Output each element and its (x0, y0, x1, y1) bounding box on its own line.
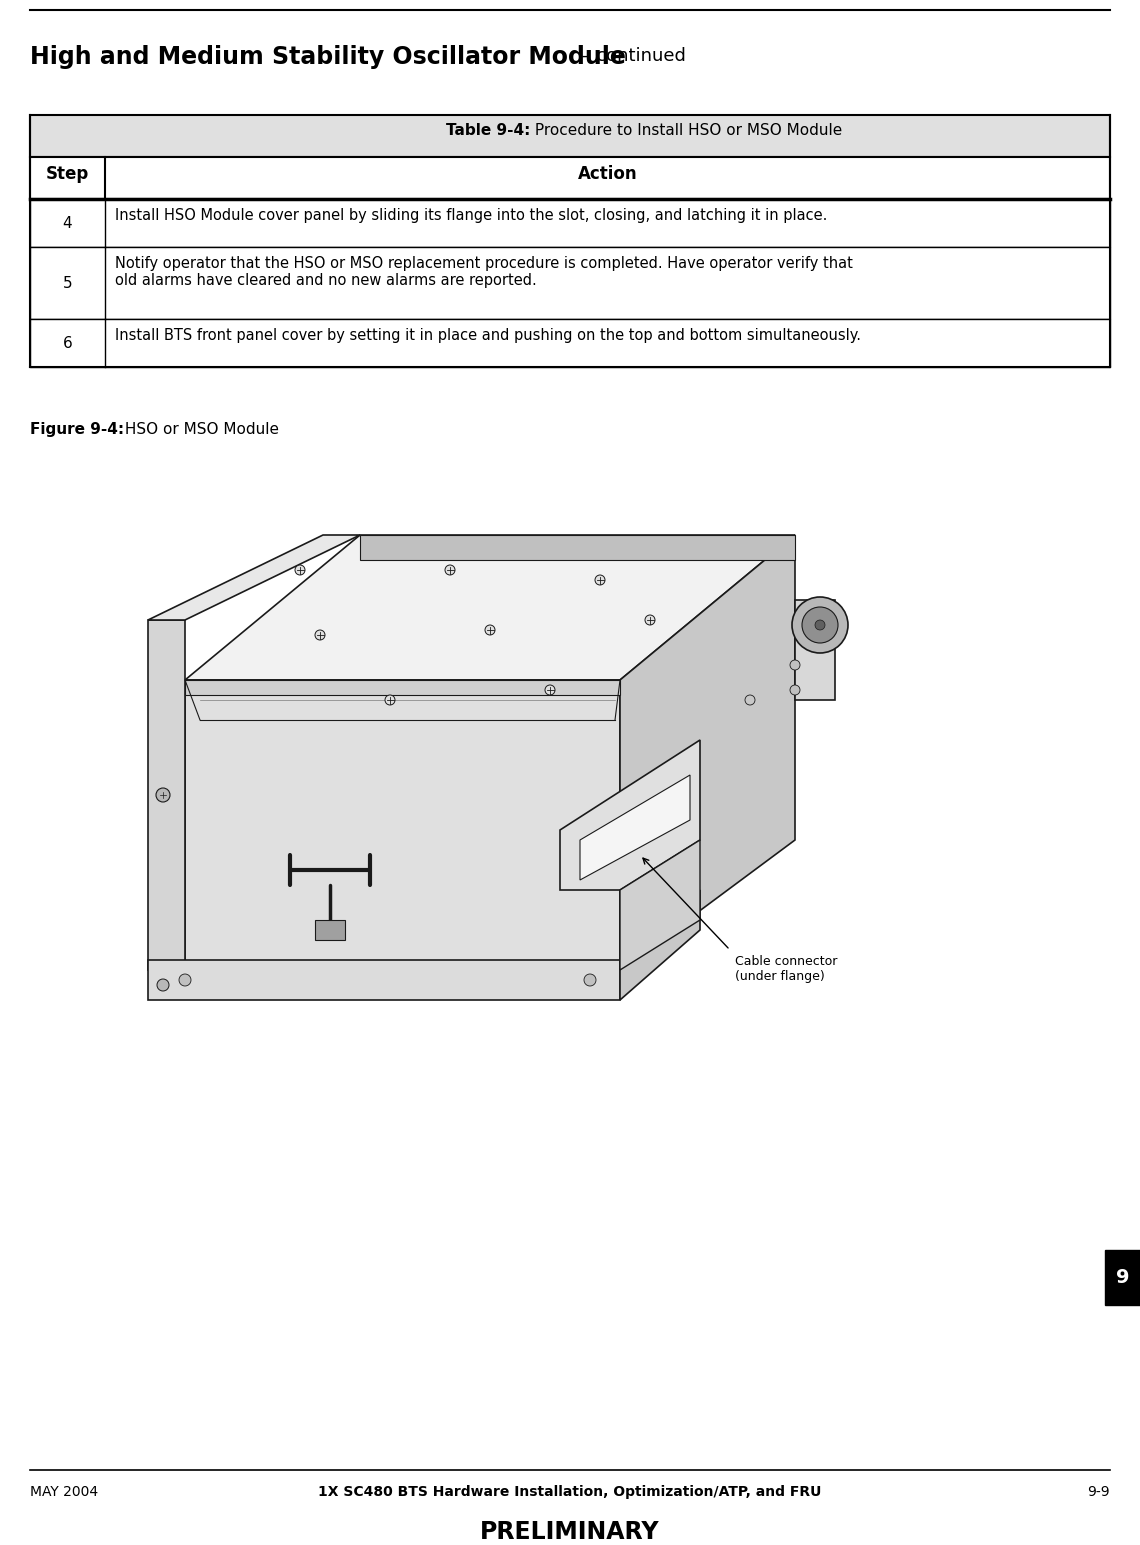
Text: – continued: – continued (570, 46, 686, 65)
Circle shape (790, 684, 800, 695)
Bar (30, 247, 1110, 318)
Polygon shape (148, 620, 185, 970)
Polygon shape (185, 680, 620, 970)
Circle shape (790, 660, 800, 671)
Circle shape (803, 607, 838, 643)
Circle shape (595, 575, 605, 586)
Polygon shape (795, 599, 834, 700)
Circle shape (484, 626, 495, 635)
Text: Step: Step (46, 165, 89, 182)
Circle shape (157, 980, 169, 990)
Text: 1X SC480 BTS Hardware Installation, Optimization/ATP, and FRU: 1X SC480 BTS Hardware Installation, Opti… (318, 1485, 822, 1499)
Polygon shape (560, 740, 700, 890)
Polygon shape (620, 890, 700, 1000)
Text: High and Medium Stability Oscillator Module: High and Medium Stability Oscillator Mod… (30, 45, 626, 70)
Text: 4: 4 (63, 215, 72, 230)
Polygon shape (360, 535, 795, 559)
Circle shape (584, 973, 596, 986)
Circle shape (385, 695, 394, 705)
Text: 9-9: 9-9 (1088, 1485, 1110, 1499)
Polygon shape (185, 535, 795, 680)
Text: PRELIMINARY: PRELIMINARY (480, 1520, 660, 1543)
Polygon shape (185, 680, 620, 695)
Circle shape (815, 620, 825, 630)
Circle shape (645, 615, 655, 626)
Circle shape (315, 630, 325, 640)
Text: Figure 9-4:: Figure 9-4: (30, 422, 124, 437)
Text: Procedure to Install HSO or MSO Module: Procedure to Install HSO or MSO Module (530, 124, 842, 138)
Circle shape (179, 973, 192, 986)
Circle shape (746, 695, 755, 705)
Circle shape (792, 596, 848, 654)
Text: 6: 6 (63, 335, 72, 351)
Bar (30, 199, 1110, 247)
Bar (30, 318, 1110, 368)
Text: MAY 2004: MAY 2004 (30, 1485, 98, 1499)
Text: Install BTS front panel cover by setting it in place and pushing on the top and : Install BTS front panel cover by setting… (115, 328, 861, 343)
Text: HSO or MSO Module: HSO or MSO Module (120, 422, 279, 437)
Bar (30, 158, 1110, 199)
Circle shape (295, 565, 306, 575)
Polygon shape (148, 959, 620, 1000)
Text: 5: 5 (63, 275, 72, 290)
Polygon shape (620, 840, 700, 970)
Bar (1105, 1250, 1140, 1306)
Text: 9: 9 (1116, 1268, 1130, 1287)
Polygon shape (315, 919, 345, 939)
Circle shape (545, 684, 555, 695)
Bar (30, 114, 1110, 158)
Text: Action: Action (578, 165, 637, 182)
Polygon shape (580, 776, 690, 881)
Circle shape (156, 788, 170, 802)
Polygon shape (148, 535, 360, 620)
Text: Notify operator that the HSO or MSO replacement procedure is completed. Have ope: Notify operator that the HSO or MSO repl… (115, 256, 853, 289)
Text: Table 9-4:: Table 9-4: (446, 124, 530, 138)
Text: Install HSO Module cover panel by sliding its flange into the slot, closing, and: Install HSO Module cover panel by slidin… (115, 209, 828, 222)
Circle shape (445, 565, 455, 575)
Polygon shape (620, 535, 795, 970)
Text: Cable connector
(under flange): Cable connector (under flange) (735, 955, 838, 983)
